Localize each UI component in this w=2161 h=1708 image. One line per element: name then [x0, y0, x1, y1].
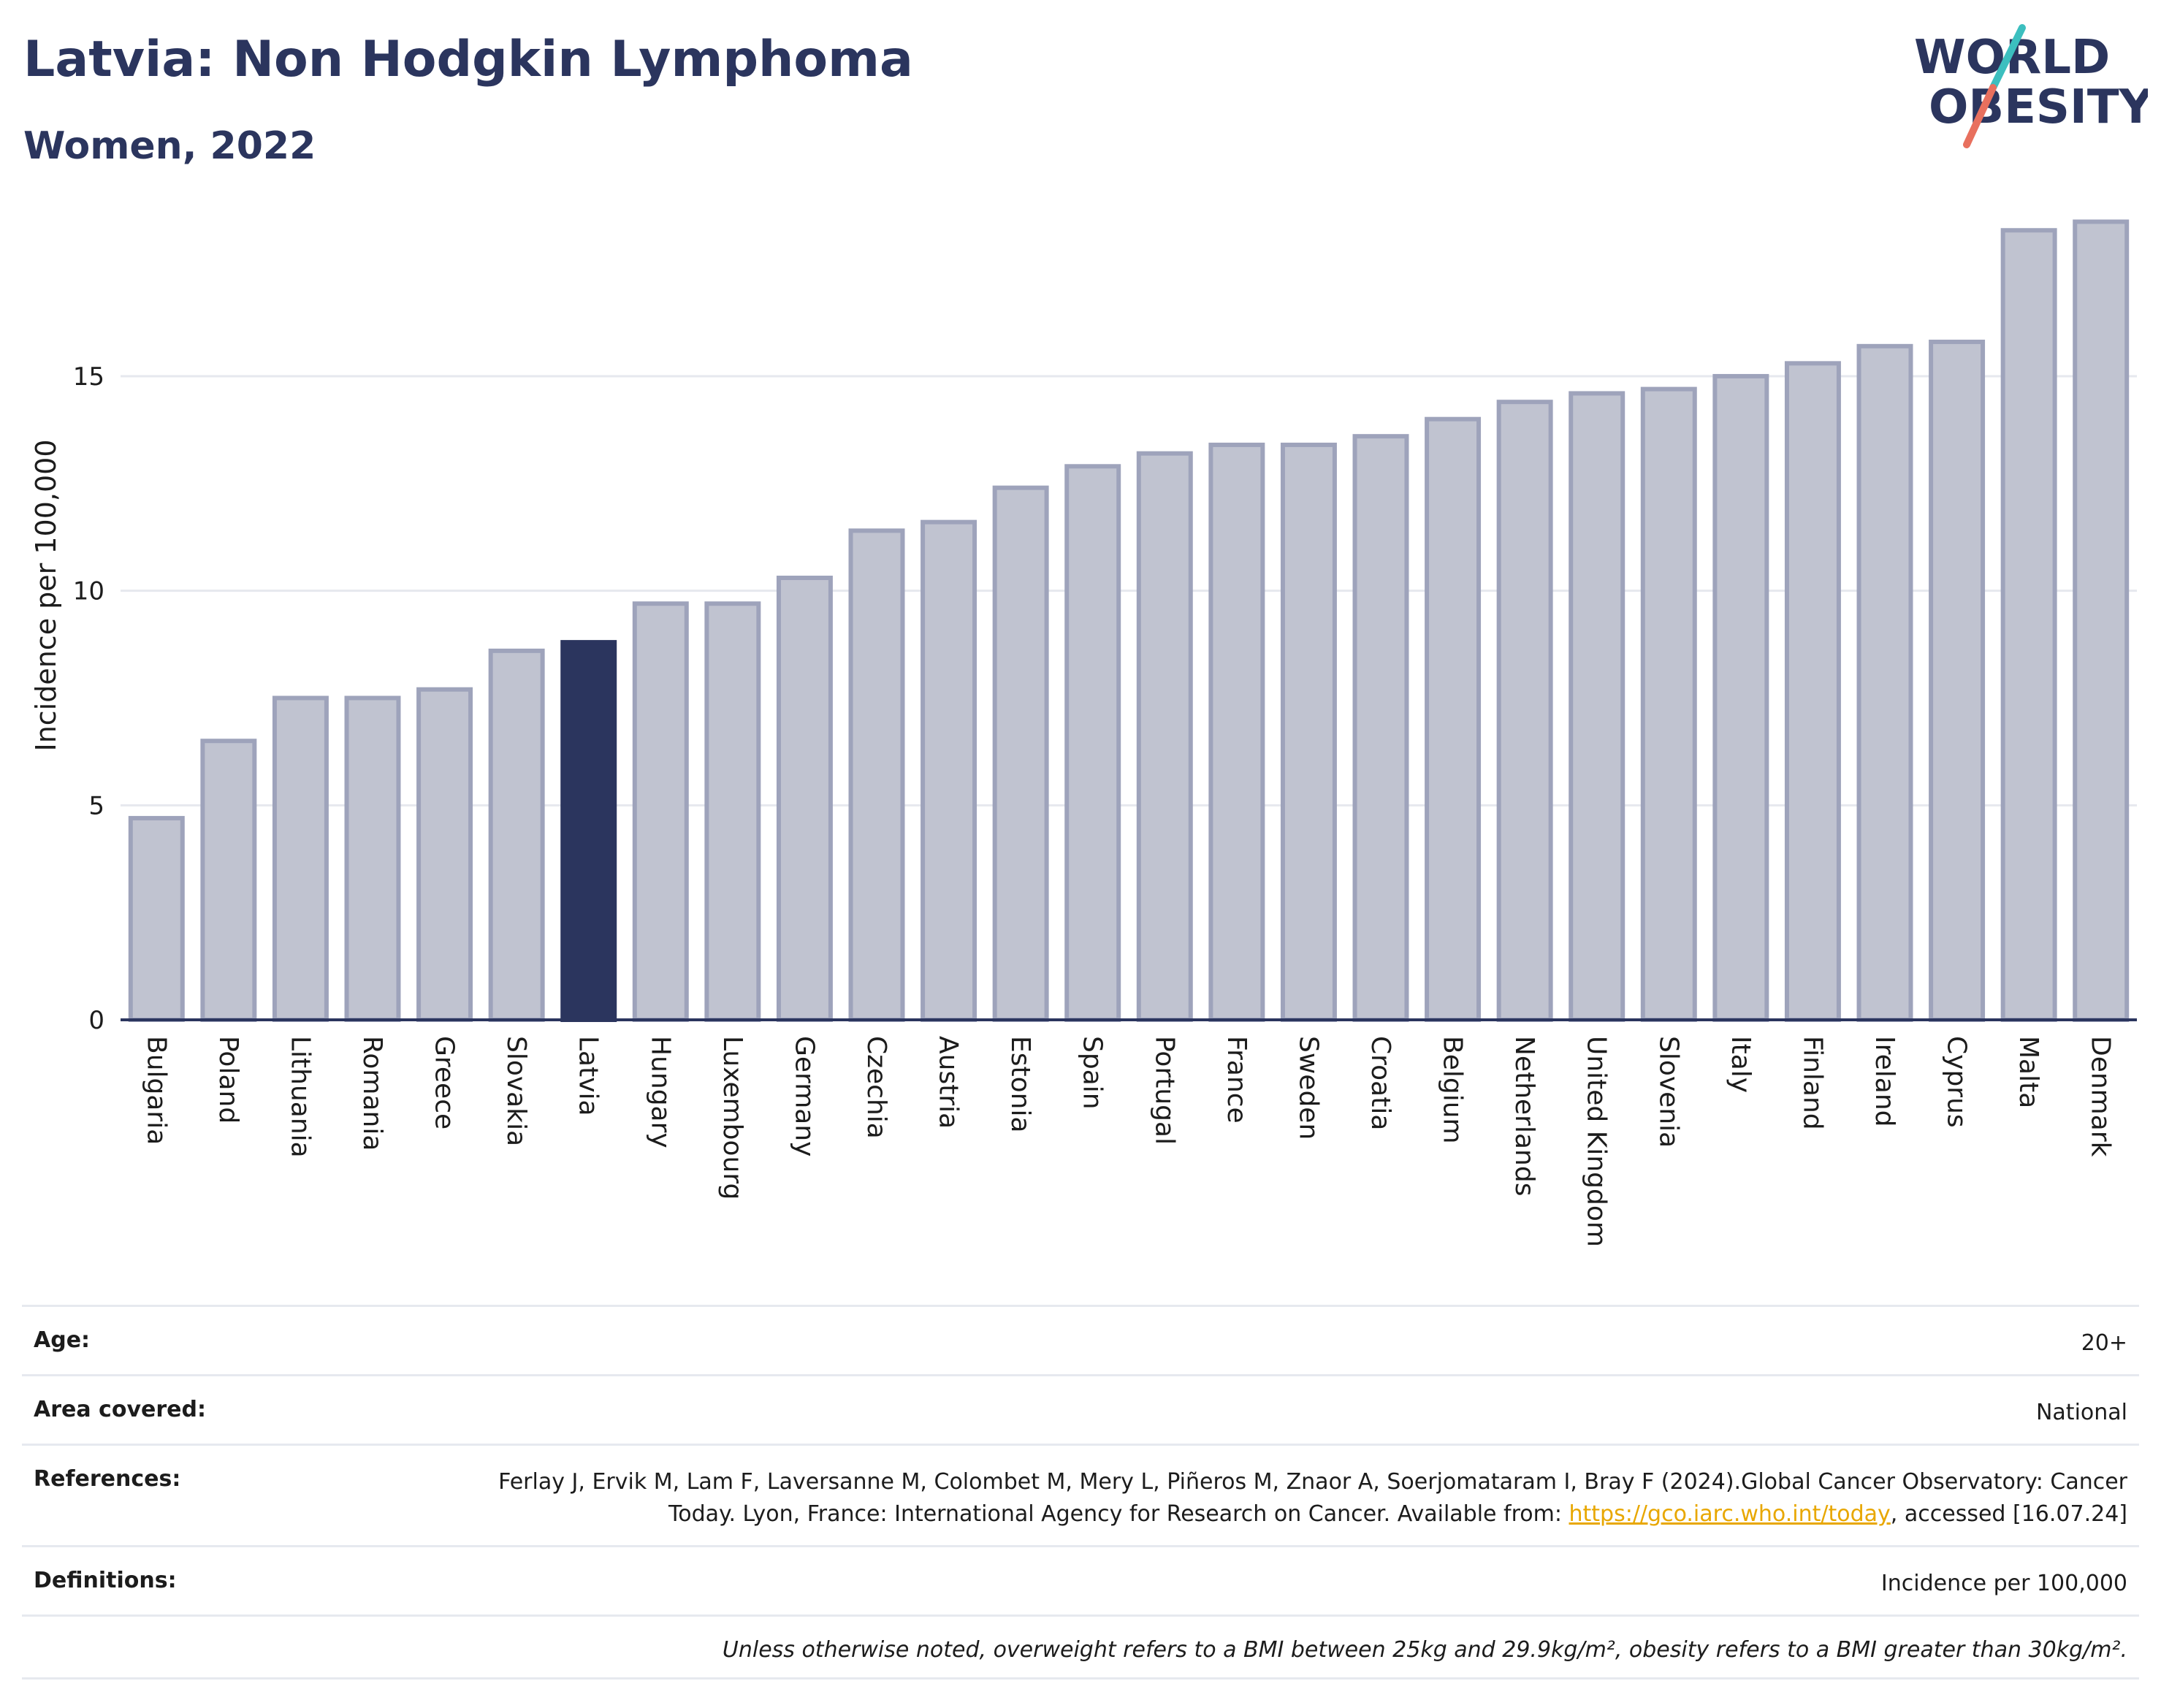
x-tick-label: Greece: [430, 1036, 460, 1129]
bmi-note: Unless otherwise noted, overweight refer…: [722, 1637, 2127, 1663]
bar-latvia[interactable]: [560, 640, 617, 1022]
bar-ireland[interactable]: [1856, 343, 1913, 1022]
x-tick-label: Hungary: [645, 1036, 675, 1148]
chart-title: Latvia: Non Hodgkin Lymphoma: [23, 31, 913, 88]
metadata-table: Age: 20+ Area covered: National Referenc…: [22, 1305, 2139, 1680]
x-tick-label: Germany: [789, 1036, 819, 1156]
bars-layer: [128, 219, 2130, 1023]
bar-italy[interactable]: [1712, 373, 1769, 1022]
bar-netherlands[interactable]: [1496, 400, 1553, 1022]
y-tick-label: 0: [88, 1006, 104, 1035]
area-label: Area covered:: [34, 1397, 206, 1422]
bar-croatia[interactable]: [1352, 434, 1409, 1022]
bar-austria[interactable]: [921, 519, 977, 1022]
meta-row-note: Unless otherwise noted, overweight refer…: [22, 1614, 2139, 1680]
x-tick-label: Czechia: [861, 1036, 891, 1139]
x-tick-label: Cyprus: [1942, 1036, 1972, 1128]
chart-subtitle: Women, 2022: [23, 124, 316, 168]
bar-romania[interactable]: [344, 695, 401, 1022]
bar-bulgaria[interactable]: [128, 815, 185, 1023]
x-tick-label: Denmark: [2086, 1036, 2116, 1157]
age-value: 20+: [2081, 1330, 2127, 1356]
meta-row-references: References: Ferlay J, Ervik M, Lam F, La…: [22, 1444, 2139, 1545]
bar-germany[interactable]: [776, 576, 833, 1022]
x-tick-label: Portugal: [1149, 1036, 1179, 1145]
x-tick-label: Netherlands: [1509, 1036, 1539, 1196]
age-label: Age:: [34, 1327, 91, 1353]
bar-estonia[interactable]: [992, 485, 1049, 1022]
logo-slash-teal: [1989, 24, 2026, 91]
definitions-value: Incidence per 100,000: [1880, 1571, 2127, 1596]
x-tick-label: Bulgaria: [141, 1036, 171, 1145]
x-tick-label: Luxembourg: [717, 1036, 747, 1200]
x-tick-label: Spain: [1078, 1036, 1108, 1110]
bar-malta[interactable]: [2000, 228, 2057, 1023]
x-tick-label: France: [1221, 1036, 1251, 1124]
definitions-label: Definitions:: [34, 1568, 177, 1593]
x-tick-label: Slovakia: [501, 1036, 531, 1146]
references-value: Ferlay J, Ervik M, Lam F, Laversanne M, …: [447, 1466, 2127, 1530]
references-label: References:: [34, 1466, 181, 1492]
meta-row-definitions: Definitions: Incidence per 100,000: [22, 1545, 2139, 1614]
bar-sweden[interactable]: [1280, 442, 1337, 1022]
x-tick-label: Croatia: [1365, 1036, 1395, 1130]
bar-lithuania[interactable]: [272, 695, 329, 1022]
x-tick-label: Austria: [934, 1036, 964, 1129]
bar-hungary[interactable]: [632, 601, 689, 1022]
area-value: National: [2035, 1400, 2127, 1425]
y-tick-label: 10: [73, 577, 104, 606]
y-tick-label: 15: [73, 362, 104, 392]
bar-france[interactable]: [1208, 442, 1265, 1022]
x-tick-label: Italy: [1726, 1036, 1756, 1093]
x-tick-label: Belgium: [1438, 1036, 1468, 1144]
x-tick-label: Latvia: [573, 1036, 603, 1116]
logo-text-world: WORLD: [1914, 31, 2110, 85]
x-tick-label: Slovenia: [1653, 1036, 1683, 1148]
x-tick-label: United Kingdom: [1582, 1036, 1612, 1247]
y-axis-label: Incidence per 100,000: [30, 439, 62, 751]
references-text: Ferlay J, Ervik M, Lam F, Laversanne M, …: [498, 1469, 2127, 1527]
references-accessed: , accessed [16.07.24]: [1890, 1501, 2127, 1527]
x-tick-label: Lithuania: [285, 1036, 315, 1158]
bar-denmark[interactable]: [2073, 219, 2130, 1022]
meta-row-age: Age: 20+: [22, 1305, 2139, 1374]
bar-portugal[interactable]: [1136, 451, 1193, 1022]
bar-finland[interactable]: [1784, 361, 1841, 1023]
logo-text-obesity: OBESITY: [1929, 80, 2148, 134]
bar-cyprus[interactable]: [1929, 339, 1986, 1022]
x-tick-label: Ireland: [1870, 1036, 1899, 1127]
bar-greece[interactable]: [416, 687, 473, 1022]
bar-belgium[interactable]: [1425, 416, 1482, 1022]
bar-united-kingdom[interactable]: [1569, 391, 1625, 1022]
axis-layer: 0 5 10 15 Bulgaria Poland Lithuania Romania Gree…: [73, 362, 2137, 1247]
references-link[interactable]: https://gco.iarc.who.int/today: [1569, 1501, 1891, 1527]
x-tick-label: Sweden: [1293, 1036, 1323, 1140]
bar-slovenia[interactable]: [1640, 386, 1697, 1022]
x-tick-label: Poland: [213, 1036, 243, 1124]
meta-row-area: Area covered: National: [22, 1374, 2139, 1444]
x-tick-label: Malta: [2013, 1036, 2043, 1108]
bar-slovakia[interactable]: [488, 648, 545, 1022]
world-obesity-logo: WORLD OBESITY: [1914, 24, 2148, 148]
bar-chart: 0 5 10 15 Bulgaria Poland Lithuania Romania Gree…: [30, 219, 2137, 1247]
x-tick-label: Estonia: [1005, 1036, 1035, 1133]
x-tick-label: Finland: [1797, 1036, 1827, 1130]
x-tick-label: Romania: [357, 1036, 387, 1151]
y-tick-label: 5: [88, 791, 104, 820]
logo-slash-coral: [1963, 84, 1997, 148]
bar-luxembourg[interactable]: [704, 601, 761, 1022]
bar-czechia[interactable]: [848, 528, 905, 1022]
bar-poland[interactable]: [200, 739, 257, 1022]
bar-spain[interactable]: [1064, 464, 1121, 1022]
